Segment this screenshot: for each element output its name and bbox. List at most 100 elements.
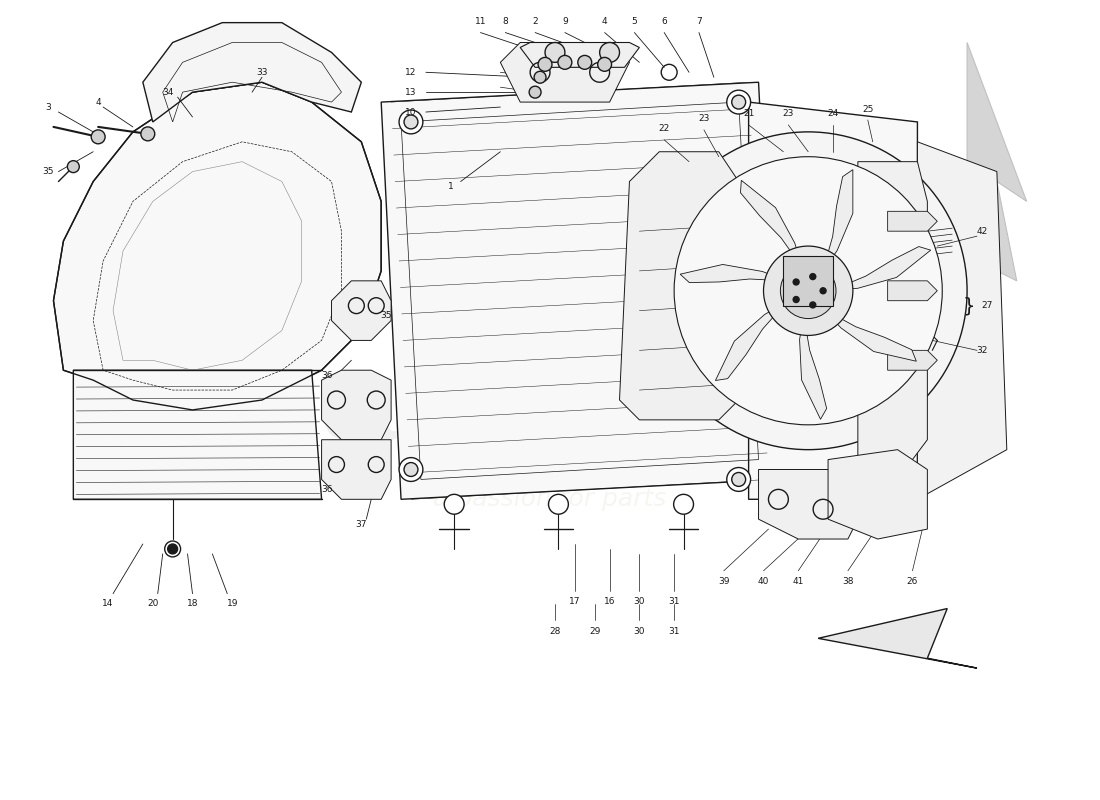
Text: 21: 21: [742, 110, 755, 118]
Polygon shape: [888, 211, 937, 231]
Circle shape: [597, 58, 612, 71]
Polygon shape: [321, 440, 392, 499]
Circle shape: [674, 157, 943, 425]
Circle shape: [544, 42, 565, 62]
Text: 30: 30: [634, 627, 645, 636]
Circle shape: [821, 288, 826, 294]
Text: eurospares: eurospares: [321, 386, 779, 454]
Polygon shape: [74, 370, 321, 499]
Circle shape: [535, 71, 546, 83]
Polygon shape: [54, 82, 382, 410]
Text: 40: 40: [758, 578, 769, 586]
Circle shape: [780, 263, 836, 318]
Circle shape: [399, 110, 422, 134]
Text: 7: 7: [696, 17, 702, 26]
Text: 36: 36: [321, 370, 332, 380]
Text: 42: 42: [977, 226, 988, 236]
Polygon shape: [382, 82, 779, 499]
Polygon shape: [715, 298, 795, 381]
Text: 22: 22: [659, 124, 670, 134]
Text: 2: 2: [532, 17, 538, 26]
Text: 35: 35: [43, 167, 54, 176]
Text: 9: 9: [562, 17, 568, 26]
Text: 38: 38: [843, 578, 854, 586]
Polygon shape: [759, 470, 858, 539]
Circle shape: [538, 58, 552, 71]
Text: 13: 13: [405, 88, 417, 97]
Text: 5: 5: [631, 17, 637, 26]
Circle shape: [727, 90, 750, 114]
Text: 16: 16: [604, 597, 615, 606]
Text: 14: 14: [102, 599, 113, 608]
Polygon shape: [888, 350, 937, 370]
Polygon shape: [783, 256, 833, 306]
Polygon shape: [800, 306, 827, 419]
Polygon shape: [321, 370, 392, 440]
Polygon shape: [520, 42, 639, 67]
Polygon shape: [749, 102, 917, 499]
Polygon shape: [858, 162, 927, 479]
Polygon shape: [740, 180, 805, 276]
Circle shape: [165, 541, 180, 557]
Text: 8: 8: [503, 17, 508, 26]
Text: 17: 17: [569, 597, 581, 606]
Circle shape: [558, 55, 572, 70]
Circle shape: [649, 132, 967, 450]
Polygon shape: [143, 22, 361, 122]
Text: 32: 32: [977, 346, 988, 355]
Text: 33: 33: [256, 68, 267, 77]
Text: 23: 23: [698, 114, 710, 123]
Circle shape: [727, 467, 750, 491]
Circle shape: [600, 42, 619, 62]
Polygon shape: [828, 450, 927, 539]
Text: 10: 10: [405, 107, 417, 117]
Polygon shape: [680, 265, 795, 284]
Text: 25: 25: [862, 105, 873, 114]
Circle shape: [141, 127, 155, 141]
Polygon shape: [619, 152, 739, 420]
Polygon shape: [888, 281, 937, 301]
Text: 18: 18: [187, 599, 198, 608]
Text: 6: 6: [661, 17, 667, 26]
Text: 4: 4: [96, 98, 101, 106]
Circle shape: [732, 473, 746, 486]
Polygon shape: [823, 246, 931, 290]
Text: 37: 37: [355, 520, 367, 529]
Polygon shape: [818, 609, 977, 668]
Text: 30: 30: [634, 597, 645, 606]
Circle shape: [444, 494, 464, 514]
Text: 34: 34: [162, 88, 174, 97]
Circle shape: [404, 462, 418, 477]
Text: 20: 20: [147, 599, 158, 608]
Text: 3: 3: [45, 102, 52, 111]
Text: 36: 36: [321, 485, 332, 494]
Text: 31: 31: [669, 627, 680, 636]
Polygon shape: [331, 281, 392, 341]
Circle shape: [732, 95, 746, 109]
Circle shape: [549, 494, 569, 514]
Text: 41: 41: [793, 578, 804, 586]
Circle shape: [763, 246, 852, 335]
Text: 31: 31: [669, 597, 680, 606]
Circle shape: [578, 55, 592, 70]
Circle shape: [167, 544, 177, 554]
Text: 27: 27: [981, 301, 992, 310]
Circle shape: [91, 130, 106, 144]
Polygon shape: [817, 170, 852, 279]
Text: 11: 11: [475, 17, 486, 26]
Text: }: }: [962, 296, 975, 315]
Polygon shape: [500, 42, 629, 102]
Polygon shape: [967, 42, 1026, 281]
Text: 24: 24: [827, 110, 838, 118]
Text: 35: 35: [381, 311, 392, 320]
Polygon shape: [817, 302, 916, 362]
Circle shape: [793, 279, 799, 285]
Circle shape: [399, 458, 422, 482]
Circle shape: [793, 297, 799, 302]
Text: 23: 23: [782, 110, 794, 118]
Circle shape: [810, 274, 816, 279]
Circle shape: [673, 494, 693, 514]
Text: 39: 39: [718, 578, 729, 586]
Circle shape: [529, 86, 541, 98]
Text: a passion for parts: a passion for parts: [433, 487, 667, 511]
